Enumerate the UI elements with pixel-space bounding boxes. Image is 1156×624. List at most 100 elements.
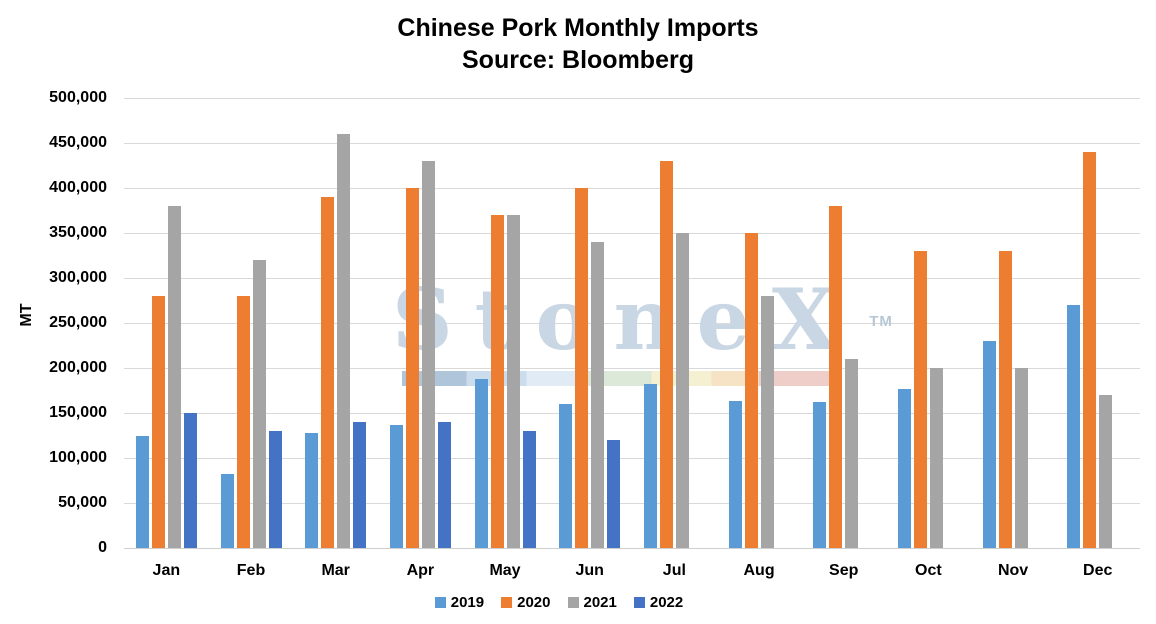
x-axis-tick-label: Mar [321, 562, 350, 579]
bar-2019-jan [135, 435, 149, 548]
y-axis-tick-label: 200,000 [49, 359, 107, 376]
y-axis-tick-label: 400,000 [49, 179, 107, 196]
legend-label: 2019 [450, 594, 485, 611]
plot-area: StoneX TM [124, 98, 1140, 549]
legend-item-2021: 2021 [567, 594, 617, 611]
trademark-symbol: TM [869, 313, 893, 330]
legend-item-2020: 2020 [501, 594, 551, 611]
bar-2020-apr [405, 188, 419, 548]
y-axis: 0 50,000 100,000 150,000 200,000 250,000 300,0… [0, 89, 110, 556]
x-axis-tick-label: Sep [829, 562, 859, 579]
bar-2019-jun [559, 404, 573, 548]
bar-groups [124, 98, 1140, 548]
gridline [124, 278, 1140, 279]
chart-title: Chinese Pork Monthly Imports [397, 14, 759, 42]
bar-group-nov [971, 98, 1056, 548]
bar-2020-may [490, 215, 504, 548]
bar-group-feb [209, 98, 294, 548]
bar-2019-sep [813, 402, 827, 548]
bar-2021-aug [760, 296, 774, 548]
y-axis-tick-label: 0 [98, 539, 107, 556]
bar-2021-jun [591, 242, 605, 548]
x-axis: Jan Feb Mar Apr May Jun Jul Aug Sep Oct Nov Dec [124, 562, 1140, 580]
bar-2022-may [522, 431, 536, 548]
legend-item-2019: 2019 [434, 594, 485, 611]
bar-2019-may [474, 378, 488, 548]
bar-2020-mar [321, 197, 335, 548]
bar-2019-feb [220, 474, 234, 548]
gridline [124, 503, 1140, 504]
bar-group-dec [1055, 98, 1140, 548]
y-axis-tick-label: 100,000 [49, 449, 107, 466]
bar-2019-aug [728, 401, 742, 548]
x-axis-tick-label: May [489, 562, 521, 579]
legend-swatch-2021 [567, 597, 579, 608]
gridline [124, 368, 1140, 369]
bar-2020-jul [659, 161, 673, 548]
y-axis-tick-label: 150,000 [49, 404, 107, 421]
y-axis-tick-label: 500,000 [49, 89, 107, 106]
bar-2022-apr [437, 422, 451, 548]
bar-2019-oct [897, 388, 911, 548]
bar-2022-feb [268, 431, 282, 548]
x-axis-tick-label: Jul [662, 562, 686, 579]
y-axis-tick-label: 350,000 [49, 224, 107, 241]
bar-2019-jul [643, 384, 657, 548]
legend: 2019 2020 2021 2022 [0, 594, 1118, 611]
legend-label: 2021 [583, 594, 617, 611]
bar-2020-oct [913, 251, 927, 548]
x-axis-tick-label: Jun [575, 562, 604, 579]
bar-2022-jun [607, 440, 621, 548]
gridline [124, 233, 1140, 234]
bar-2021-nov [1014, 368, 1028, 548]
x-axis-line [124, 548, 1140, 549]
legend-item-2022: 2022 [633, 594, 684, 611]
legend-label: 2022 [649, 594, 684, 611]
bar-group-jul [632, 98, 717, 548]
bar-2021-apr [421, 161, 435, 548]
y-axis-tick-label: 50,000 [58, 494, 107, 511]
chart-subtitle: Source: Bloomberg [462, 46, 694, 74]
y-axis-tick-label: 450,000 [49, 134, 107, 151]
y-axis-tick-label: 250,000 [49, 314, 107, 331]
gridline [124, 458, 1140, 459]
bar-group-oct [886, 98, 971, 548]
x-axis-tick-label: Nov [997, 562, 1029, 579]
bar-2019-dec [1067, 305, 1081, 548]
gridline [124, 413, 1140, 414]
bar-2021-feb [252, 260, 266, 548]
bar-group-may [463, 98, 548, 548]
bar-2019-mar [305, 432, 319, 548]
bar-2021-may [506, 215, 520, 548]
bar-2021-mar [337, 134, 351, 548]
bar-2022-mar [353, 422, 367, 548]
bar-2020-nov [998, 251, 1012, 548]
gridline [124, 188, 1140, 189]
y-axis-tick-label: 300,000 [49, 269, 107, 286]
bar-group-apr [378, 98, 463, 548]
bar-2019-nov [982, 341, 996, 548]
gridline [124, 323, 1140, 324]
bar-group-aug [717, 98, 802, 548]
bar-2020-jun [575, 188, 589, 548]
bar-group-sep [801, 98, 886, 548]
bar-2020-jan [151, 296, 165, 548]
bar-2020-dec [1083, 152, 1097, 548]
legend-label: 2020 [517, 594, 551, 611]
legend-swatch-2019 [434, 597, 446, 608]
bar-2021-oct [929, 368, 943, 548]
bar-2021-jul [675, 233, 689, 548]
bar-2022-jan [183, 413, 197, 548]
x-axis-tick-label: Aug [743, 562, 775, 579]
bar-group-jun [547, 98, 632, 548]
bar-2021-sep [845, 359, 859, 548]
x-axis-tick-label: Feb [236, 562, 266, 579]
legend-swatch-2020 [501, 597, 513, 608]
bar-2020-aug [744, 233, 758, 548]
bar-2020-sep [829, 206, 843, 548]
bar-group-jan [124, 98, 209, 548]
bar-2020-feb [236, 296, 250, 548]
bar-2019-apr [389, 424, 403, 548]
x-axis-tick-label: Jan [152, 562, 181, 579]
